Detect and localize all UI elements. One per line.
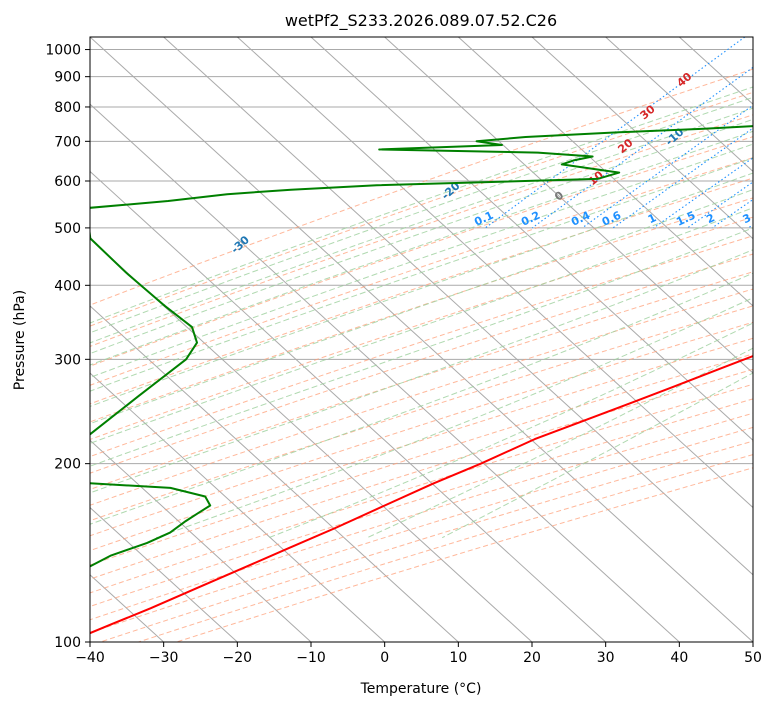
x-axis-label: Temperature (°C) bbox=[360, 681, 482, 697]
x-tick-label: 20 bbox=[523, 650, 541, 666]
isotherm-line bbox=[16, 37, 679, 642]
profile-series bbox=[0, 98, 775, 643]
mixing-ratio-label: 0.2 bbox=[519, 209, 542, 229]
mixing-ratio-line bbox=[712, 37, 775, 228]
x-tick-label: 30 bbox=[597, 650, 615, 666]
y-tick-label: 700 bbox=[54, 134, 81, 150]
x-tick-label: 10 bbox=[449, 650, 467, 666]
mixing-ratio-label: 4 bbox=[767, 211, 775, 226]
moist-adiabat-label: 30 bbox=[638, 102, 658, 122]
mixing-ratio-line bbox=[687, 37, 775, 228]
x-tick-label: −40 bbox=[75, 650, 105, 666]
isotherm-line bbox=[753, 37, 775, 642]
dry-adiabat-line bbox=[177, 37, 775, 642]
y-tick-label: 400 bbox=[54, 278, 81, 294]
y-tick-label: 600 bbox=[54, 174, 81, 190]
dry-adiabat-label: -40 bbox=[30, 287, 54, 310]
x-tick-label: −30 bbox=[149, 650, 179, 666]
dry-adiabat-label: -30 bbox=[229, 233, 253, 256]
y-axis-label: Pressure (hPa) bbox=[12, 290, 28, 390]
x-tick-label: −10 bbox=[296, 650, 326, 666]
isotherm-line bbox=[90, 37, 753, 642]
dewpoint-line bbox=[0, 98, 775, 643]
moist-adiabat-line bbox=[52, 37, 775, 538]
moist-adiabat-label: 20 bbox=[615, 136, 635, 156]
x-tick-label: −20 bbox=[223, 650, 253, 666]
mixing-ratio-label: 3 bbox=[741, 211, 753, 226]
mixing-ratio-label: 0.1 bbox=[472, 209, 495, 229]
y-tick-label: 100 bbox=[54, 635, 81, 651]
x-tick-label: 0 bbox=[380, 650, 389, 666]
isotherm-line bbox=[0, 37, 237, 642]
mixing-ratio-label: 2 bbox=[704, 211, 716, 226]
y-tick-label: 200 bbox=[54, 457, 81, 473]
moist-adiabat-label: 40 bbox=[674, 70, 694, 90]
y-tick-label: 500 bbox=[54, 221, 81, 237]
isotherm-line bbox=[0, 37, 458, 642]
mixing-ratio-label: 0.6 bbox=[600, 209, 623, 229]
chart-title: wetPf2_S233.2026.089.07.52.C26 bbox=[285, 11, 557, 31]
y-tick-label: 900 bbox=[54, 70, 81, 86]
x-tick-label: 50 bbox=[744, 650, 762, 666]
isotherm-grid bbox=[0, 37, 775, 642]
x-tick-label: 40 bbox=[670, 650, 688, 666]
isotherm-line bbox=[0, 37, 532, 642]
mixing-ratio-label: 1.5 bbox=[674, 209, 697, 229]
isotherm-line bbox=[0, 37, 606, 642]
isotherm-line bbox=[0, 37, 311, 642]
moist-adiabat-line bbox=[269, 37, 775, 538]
y-tick-label: 800 bbox=[54, 100, 81, 116]
y-tick-label: 1000 bbox=[45, 43, 81, 59]
mixing-ratio-line bbox=[748, 37, 775, 228]
y-tick-label: 300 bbox=[54, 352, 81, 368]
dry-adiabat-line bbox=[62, 37, 775, 642]
moist-adiabat-line bbox=[367, 37, 775, 538]
mixing-ratio-label: 0.4 bbox=[569, 209, 592, 229]
